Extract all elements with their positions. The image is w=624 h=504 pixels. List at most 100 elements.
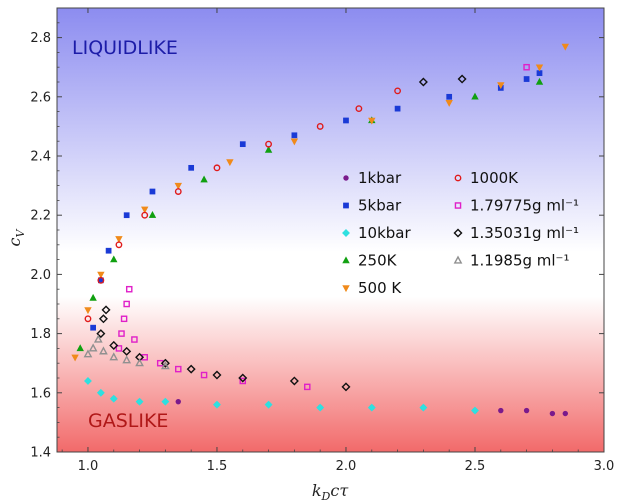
- data-point: [89, 293, 97, 301]
- data-point: [341, 382, 351, 392]
- y-axis-title-subscript: V: [14, 228, 27, 237]
- data-point: [213, 400, 221, 409]
- data-point: [84, 315, 92, 323]
- legend-marker: [453, 255, 463, 264]
- data-point: [535, 77, 544, 85]
- legend-item: 1.35031g ml⁻¹: [453, 224, 579, 242]
- data-point: [123, 300, 130, 308]
- x-tick-label: 3.0: [594, 459, 615, 474]
- data-point: [265, 140, 272, 148]
- data-point: [239, 141, 246, 148]
- data-point: [122, 346, 132, 356]
- data-point: [76, 344, 84, 352]
- y-tick-label: 1.6: [30, 386, 51, 401]
- series-7: [96, 74, 467, 392]
- x-axis-title-subscript: D: [321, 490, 331, 503]
- legend-marker: [453, 228, 463, 238]
- data-point: [368, 117, 376, 125]
- data-point: [562, 410, 568, 417]
- series-2: [84, 377, 479, 415]
- data-point: [549, 410, 556, 417]
- x-tick-label: 1.0: [78, 459, 99, 474]
- data-point: [84, 307, 92, 315]
- legend-label: 10kbar: [358, 224, 411, 242]
- data-point: [316, 122, 324, 130]
- region-label-gaslike: GASLIKE: [88, 410, 168, 432]
- x-axis-title: kDcτ: [312, 481, 349, 503]
- data-point: [141, 206, 149, 214]
- y-tick-label: 2.2: [30, 209, 51, 224]
- legend-item: 250K: [342, 252, 398, 270]
- data-point: [304, 383, 311, 391]
- legend-marker: [342, 285, 350, 293]
- data-point: [96, 329, 106, 339]
- data-point: [523, 76, 530, 82]
- data-point: [291, 132, 298, 139]
- data-point: [394, 87, 402, 95]
- data-point: [97, 276, 105, 284]
- data-point: [186, 364, 196, 374]
- data-point: [561, 43, 570, 51]
- data-point: [188, 164, 195, 171]
- data-point: [99, 346, 108, 355]
- data-point: [131, 336, 138, 343]
- y-tick-label: 1.4: [30, 446, 51, 461]
- legend-label: 1.1985g ml⁻¹: [470, 252, 570, 270]
- legend: 1kbar 5kbar 10kbar 250K 500 K 1000K 1.79775g m…: [342, 169, 579, 297]
- data-point: [109, 340, 119, 350]
- data-point: [122, 355, 132, 364]
- legend-marker: [454, 174, 462, 182]
- legend-label: 5kbar: [358, 197, 402, 215]
- data-point: [446, 93, 453, 100]
- data-point: [174, 182, 182, 190]
- data-point: [175, 365, 182, 373]
- data-point: [160, 361, 170, 370]
- x-tick-label: 1.5: [207, 459, 228, 474]
- data-point: [110, 255, 118, 263]
- legend-label: 1000K: [470, 169, 519, 187]
- data-point: [109, 352, 119, 361]
- x-axis-title-rest: cτ: [330, 481, 349, 500]
- data-point: [343, 117, 349, 124]
- series-4: [71, 43, 570, 362]
- y-axis: 1.4 1.6 1.8 2.0 2.2 2.4 2.6 2.8: [30, 7, 604, 461]
- data-point: [174, 188, 182, 195]
- legend-item: 1kbar: [343, 169, 402, 187]
- data-point: [471, 92, 479, 100]
- data-point: [535, 64, 544, 72]
- data-point: [97, 271, 105, 279]
- legend-marker: [343, 175, 349, 181]
- series-1: [90, 70, 543, 331]
- y-tick-label: 2.0: [30, 268, 51, 283]
- legend-label: 1.35031g ml⁻¹: [470, 224, 579, 242]
- y-axis-title-c: c: [5, 237, 24, 246]
- data-point: [445, 100, 453, 107]
- data-point: [71, 354, 79, 362]
- legend-label: 1kbar: [358, 169, 402, 187]
- data-point: [123, 212, 130, 219]
- y-tick-label: 2.4: [30, 150, 51, 165]
- data-point: [523, 407, 530, 414]
- data-point: [118, 330, 125, 337]
- legend-marker: [342, 256, 350, 264]
- data-point: [200, 371, 208, 379]
- data-point: [88, 343, 98, 352]
- legend-label: 500 K: [358, 279, 402, 297]
- legend-item: 1.79775g ml⁻¹: [454, 197, 579, 215]
- data-point: [213, 164, 221, 172]
- data-point: [109, 394, 118, 403]
- data-point: [105, 247, 112, 254]
- data-point: [498, 407, 504, 414]
- data-point: [238, 373, 248, 383]
- x-axis: 1.0 1.5 2.0 2.5 3.0: [61, 8, 615, 474]
- legend-item: 5kbar: [343, 197, 402, 215]
- data-point: [264, 145, 273, 153]
- data-point: [115, 236, 123, 244]
- data-point: [83, 349, 93, 358]
- data-point: [84, 377, 92, 385]
- data-point: [115, 345, 123, 352]
- data-point: [316, 403, 325, 412]
- data-point: [264, 400, 273, 409]
- legend-marker: [342, 229, 350, 237]
